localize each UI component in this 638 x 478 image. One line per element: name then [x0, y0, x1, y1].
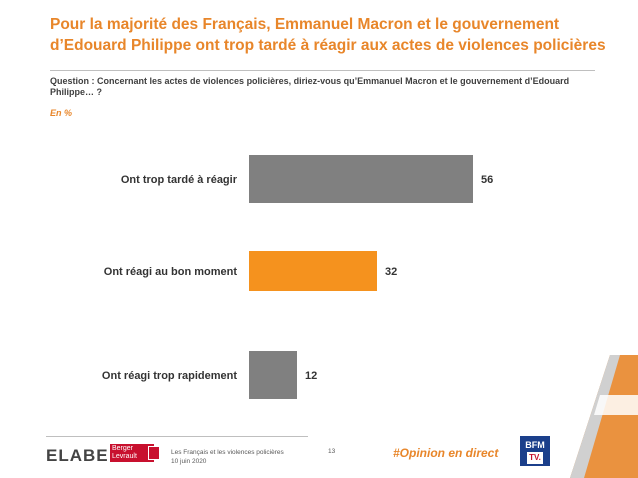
berger-levrault-line2: Levrault — [112, 453, 137, 460]
footer-study-date: 10 juin 2020 — [171, 458, 207, 465]
value-label-1: 56 — [481, 174, 493, 186]
title-divider — [50, 70, 595, 71]
bar-2 — [249, 251, 377, 291]
elabe-logo-text: ELABE — [46, 446, 109, 465]
category-label-1: Ont trop tardé à réagir — [121, 174, 238, 186]
bar-chart: Ont trop tardé à réagir 56 Ont réagi au bo… — [102, 155, 493, 399]
value-label-3: 12 — [305, 370, 317, 382]
berger-levrault-line1: Berger — [112, 445, 134, 452]
bar-1 — [249, 155, 473, 203]
footer-study-info: Les Français et les violences policières… — [171, 448, 284, 466]
berger-levrault-mark-icon — [148, 446, 160, 460]
hashtag: #Opinion en direct — [393, 446, 499, 460]
footer-divider — [46, 436, 308, 437]
unit-label: En % — [50, 108, 73, 118]
value-label-2: 32 — [385, 266, 397, 278]
elabe-logo: ELABE — [46, 446, 109, 466]
page-number: 13 — [328, 448, 336, 455]
bar-3 — [249, 351, 297, 399]
berger-levrault-logo: Berger Levrault — [110, 444, 160, 462]
category-label-2: Ont réagi au bon moment — [104, 266, 238, 278]
bfm-logo-top: BFM — [525, 440, 545, 450]
category-label-3: Ont réagi trop rapidement — [102, 370, 237, 382]
bfm-logo-bottom: TV. — [527, 452, 543, 464]
footer-study-title: Les Français et les violences policières — [171, 449, 284, 456]
page-title: Pour la majorité des Français, Emmanuel … — [50, 16, 606, 54]
question-text: Question : Concernant les actes de viole… — [50, 76, 570, 97]
decorative-triangle-icon — [570, 355, 638, 478]
bfm-tv-logo: BFM TV. — [520, 436, 550, 466]
